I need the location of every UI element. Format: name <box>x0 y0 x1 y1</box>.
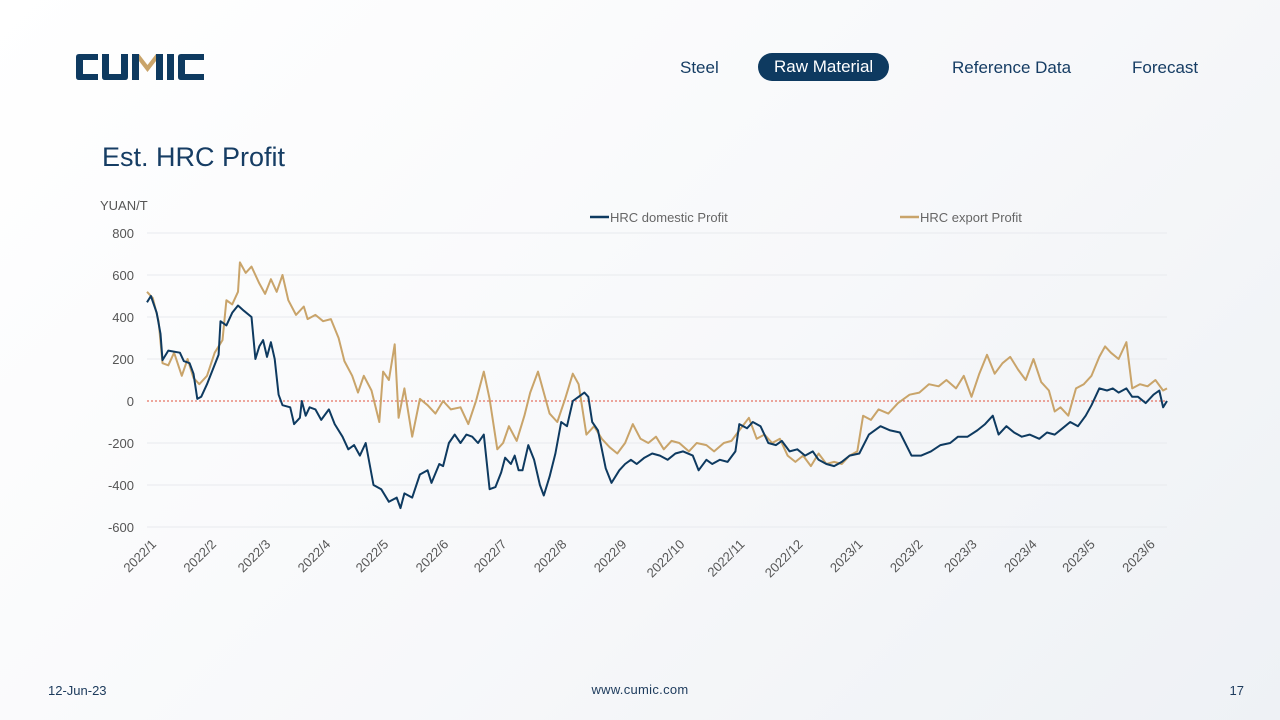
top-nav: Steel Raw Material Reference Data Foreca… <box>0 53 1280 83</box>
y-tick-label: 600 <box>112 268 134 283</box>
x-tick-label: 2022/5 <box>353 537 392 576</box>
x-tick-label: 2022/6 <box>413 537 452 576</box>
footer-url[interactable]: www.cumic.com <box>591 682 689 697</box>
nav-item-forecast[interactable]: Forecast <box>1132 58 1199 77</box>
y-tick-label: 200 <box>112 352 134 367</box>
cumic-logo <box>76 54 204 80</box>
legend-label: HRC export Profit <box>920 210 1022 225</box>
nav-item-steel[interactable]: Steel <box>680 58 719 77</box>
footer-date: 12-Jun-23 <box>48 683 107 698</box>
x-tick-label: 2023/5 <box>1059 537 1098 576</box>
series-line-hrc-domestic-profit <box>146 295 1168 510</box>
y-tick-label: -200 <box>108 436 134 451</box>
y-tick-label: -400 <box>108 478 134 493</box>
x-tick-label: 2023/2 <box>887 537 926 576</box>
x-tick-label: 2022/3 <box>235 537 274 576</box>
page-number: 17 <box>1229 683 1244 698</box>
x-tick-label: 2023/6 <box>1119 537 1158 576</box>
x-tick-label: 2022/2 <box>180 537 219 576</box>
y-tick-label: 400 <box>112 310 134 325</box>
series-line-hrc-export-profit <box>146 261 1168 468</box>
legend-label: HRC domestic Profit <box>610 210 728 225</box>
y-tick-label: -600 <box>108 520 134 535</box>
x-tick-label: 2022/7 <box>471 537 510 576</box>
x-tick-label: 2022/11 <box>704 537 747 580</box>
nav-item-reference-data[interactable]: Reference Data <box>952 58 1072 77</box>
x-tick-label: 2022/4 <box>295 537 334 576</box>
y-tick-label: 0 <box>127 394 134 409</box>
nav-item-raw-material[interactable]: Raw Material <box>758 53 890 81</box>
x-tick-label: 2022/1 <box>120 537 159 576</box>
x-tick-label: 2022/9 <box>591 537 630 576</box>
x-tick-label: 2022/8 <box>531 537 570 576</box>
x-tick-label: 2022/12 <box>762 537 806 581</box>
page-title: Est. HRC Profit <box>102 142 286 172</box>
y-axis-label: YUAN/T <box>100 198 148 213</box>
x-tick-label: 2023/1 <box>827 537 866 576</box>
y-tick-label: 800 <box>112 226 134 241</box>
x-tick-label: 2022/10 <box>644 537 688 581</box>
x-tick-label: 2023/3 <box>941 537 980 576</box>
x-tick-label: 2023/4 <box>1001 537 1040 576</box>
